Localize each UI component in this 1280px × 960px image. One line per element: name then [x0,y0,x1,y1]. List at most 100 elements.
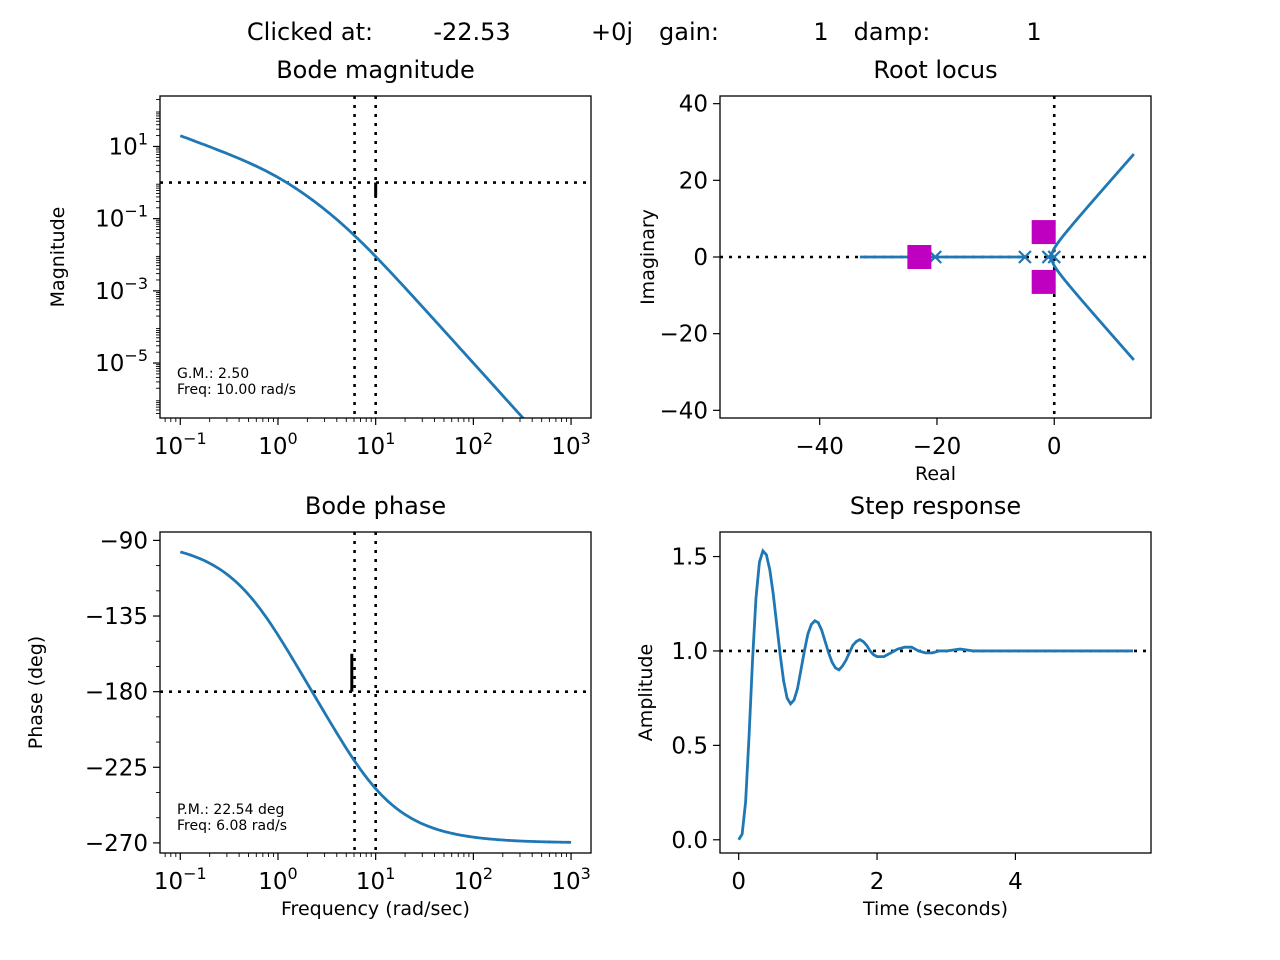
x-tick-exponent: 1 [385,429,395,448]
y-axis-label: Phase (deg) [25,636,47,749]
x-tick-label: 10−1 [154,864,207,895]
y-tick-base: 10 [95,279,124,305]
damp-label: damp: [854,18,931,46]
plot-area [160,532,591,853]
closed-loop-pole-marker [1031,220,1056,245]
y-tick-label: 40 [679,92,708,118]
x-axis-label: Real [915,463,956,485]
suptitle: Clicked at: -22.53 +0j gain: 1 damp: 1 [247,18,1042,46]
clicked-imag: +0j [591,18,633,46]
y-tick-label: 0.5 [671,733,708,759]
clicked-label: Clicked at: [247,18,373,46]
x-tick-label: −40 [795,434,844,460]
x-tick-label: 103 [551,864,590,895]
closed-loop-pole-marker [1031,269,1056,294]
x-tick-base: 10 [454,434,483,460]
y-tick-base: 10 [109,134,138,160]
y-tick-label: −40 [659,398,708,424]
x-tick-label: 100 [258,864,297,895]
y-tick-base: 10 [95,207,124,233]
axes-frame [159,95,592,419]
axes-frame [159,531,592,854]
x-tick-label: 10−1 [154,429,207,460]
gain-margin-annotation: Freq: 10.00 rad/s [177,382,296,398]
y-tick-label: 10−3 [95,274,148,305]
plot-area [720,96,1151,418]
y-tick-label: −270 [85,831,148,857]
x-tick-label: 102 [454,429,493,460]
y-tick-label: 0.0 [671,828,708,854]
locus-branch-upper [1049,153,1135,259]
open-loop-pole-marker [1018,250,1032,264]
y-tick-label: 1.5 [671,545,708,571]
x-tick-label: 4 [1008,869,1023,895]
x-tick-label: 102 [454,864,493,895]
x-tick-exponent: 3 [581,429,591,448]
y-tick-exponent: −5 [124,346,148,365]
y-tick-exponent: −1 [124,202,148,221]
y-tick-label: −225 [85,755,148,781]
gain-margin-annotation: G.M.: 2.50 [177,366,249,382]
open-loop-pole-marker [1041,250,1056,264]
x-tick-exponent: 3 [581,864,591,883]
x-tick-base: 10 [356,434,385,460]
x-axis-label: Time (seconds) [862,898,1008,920]
y-tick-label: 20 [679,168,708,194]
x-tick-label: 0 [731,869,746,895]
panel-title: Root locus [873,56,997,84]
y-tick-label: −180 [85,680,148,706]
y-tick-label: 10−5 [95,346,148,377]
x-tick-label: 2 [870,869,885,895]
bode-phase-panel[interactable]: 10−1 100 101 102 103−90−135−180−225−270Bode … [25,492,592,920]
axes-frame [719,531,1152,854]
x-tick-base: 10 [454,869,483,895]
gain-label: gain: [659,18,719,46]
plot-area [160,96,591,418]
x-tick-exponent: 0 [288,864,298,883]
x-tick-base: 10 [551,434,580,460]
x-tick-label: 0 [1047,434,1062,460]
x-tick-label: 100 [258,429,297,460]
closed-loop-pole-marker [907,245,932,269]
phase-margin-annotation: P.M.: 22.54 deg [177,802,284,818]
x-tick-base: 10 [356,869,385,895]
gain-value: 1 [813,18,828,46]
y-tick-label: −135 [85,604,148,630]
x-tick-label: 103 [551,429,590,460]
step-response-panel[interactable]: 0 2 4 0.0 0.5 1.0 1.5 Step response Time (second… [635,492,1152,920]
x-axis-label: Frequency (rad/sec) [281,898,470,920]
x-tick-base: 10 [258,434,287,460]
axes-frame [719,95,1152,419]
panel-title: Bode phase [305,492,446,520]
panel-title: Step response [850,492,1021,520]
y-tick-base: 10 [95,351,124,377]
x-tick-exponent: 1 [385,864,395,883]
y-axis-label: Magnitude [47,207,69,308]
y-axis-label: Amplitude [635,644,657,741]
y-tick-label: −90 [99,528,148,554]
x-tick-label: 101 [356,864,395,895]
plot-area [720,548,1151,841]
y-tick-label: 1.0 [671,639,708,665]
x-tick-base: 10 [551,869,580,895]
clicked-real: -22.53 [433,18,510,46]
panel-title: Bode magnitude [276,56,475,84]
open-loop-pole-marker [1047,250,1062,264]
x-tick-base: 10 [258,869,287,895]
y-tick-label: −20 [659,322,708,348]
x-tick-exponent: −1 [183,429,207,448]
x-tick-label: −20 [913,434,962,460]
y-tick-exponent: 1 [138,129,148,148]
phase-curve [179,550,572,844]
damp-value: 1 [1026,18,1041,46]
x-tick-exponent: 0 [288,429,298,448]
y-tick-exponent: −3 [124,274,148,293]
x-tick-base: 10 [154,869,183,895]
y-tick-label: 101 [109,129,148,160]
x-tick-exponent: 2 [483,864,493,883]
root-locus-panel[interactable]: −40 −20 0 40 20 0 −20 −40 Root locus Real Imaginar… [637,56,1152,485]
x-tick-base: 10 [154,434,183,460]
phase-margin-annotation: Freq: 6.08 rad/s [177,818,287,834]
